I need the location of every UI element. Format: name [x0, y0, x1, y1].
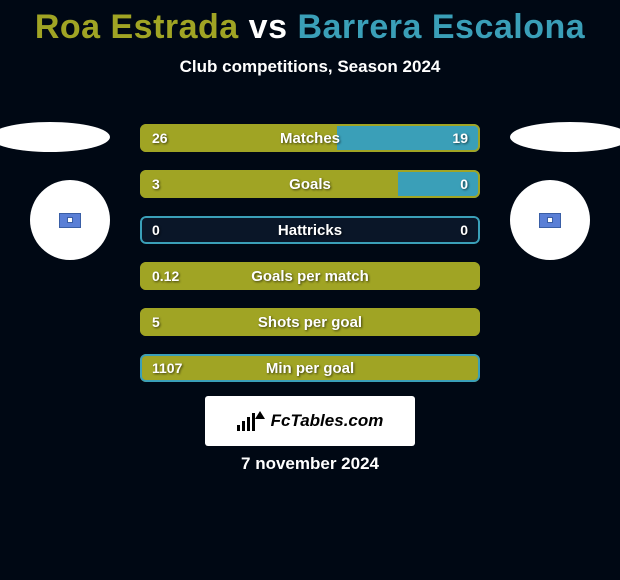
- stat-label: Hattricks: [140, 216, 480, 244]
- player2-avatar: [510, 180, 590, 260]
- stat-row: Min per goal1107: [140, 354, 480, 382]
- stat-label: Goals per match: [140, 262, 480, 290]
- logo-text: FcTables.com: [271, 411, 384, 431]
- stat-row: Matches26 19: [140, 124, 480, 152]
- vs-text: vs: [249, 8, 288, 46]
- player1-oval: [0, 122, 110, 152]
- stat-value-right: 19: [452, 124, 468, 152]
- player2-name: Barrera Escalona: [297, 8, 585, 46]
- stat-value-left: 3: [152, 170, 160, 198]
- stat-row: Goals per match0.12: [140, 262, 480, 290]
- date-text: 7 november 2024: [0, 454, 620, 474]
- player2-flag-icon: [539, 213, 561, 228]
- subtitle: Club competitions, Season 2024: [0, 57, 620, 77]
- stat-value-left: 5: [152, 308, 160, 336]
- stat-label: Min per goal: [140, 354, 480, 382]
- player1-avatar: [30, 180, 110, 260]
- player2-oval: [510, 122, 620, 152]
- stat-label: Matches: [140, 124, 480, 152]
- page-title: Roa Estrada vs Barrera Escalona: [0, 0, 620, 47]
- comparison-bars: Matches2619Goals30Hattricks00Goals per m…: [140, 124, 480, 400]
- stat-label: Shots per goal: [140, 308, 480, 336]
- stat-value-left: 1107: [152, 354, 182, 382]
- stat-label: Goals: [140, 170, 480, 198]
- player1-name: Roa Estrada: [35, 8, 239, 46]
- stat-value-right: 0: [460, 216, 468, 244]
- player1-flag-icon: [59, 213, 81, 228]
- stat-value-left: 26: [152, 124, 168, 152]
- stat-value-left: 0: [152, 216, 160, 244]
- stat-row: Shots per goal5: [140, 308, 480, 336]
- stat-value-left: 0.12: [152, 262, 179, 290]
- logo-box: FcTables.com: [205, 396, 415, 446]
- stat-value-right: 0: [460, 170, 468, 198]
- fctables-icon: [237, 411, 265, 431]
- stat-row: Hattricks0 0: [140, 216, 480, 244]
- stat-row: Goals3 0: [140, 170, 480, 198]
